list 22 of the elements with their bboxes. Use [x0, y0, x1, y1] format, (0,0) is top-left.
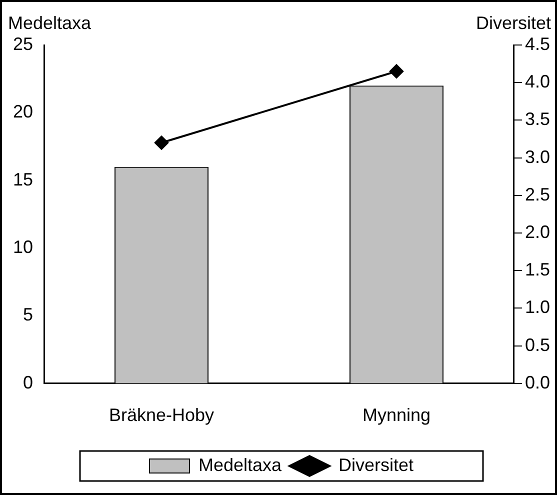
y2-tick-label: 1.5 — [524, 260, 550, 280]
y2-axis-title: Diversitet — [476, 12, 551, 33]
legend-label: Medeltaxa — [198, 454, 283, 475]
x-tick-label: Bräkne-Hoby — [108, 405, 214, 426]
y2-tick-label: 0.5 — [524, 334, 550, 355]
y-axis-title: Medeltaxa — [8, 12, 92, 33]
y2-tick-label: 0.0 — [524, 372, 550, 392]
y2-tick-label: 3.0 — [524, 146, 550, 167]
y2-tick-label: 2.0 — [524, 222, 550, 242]
y2-tick-label: 1.0 — [524, 297, 550, 318]
legend-label: Diversitet — [338, 454, 414, 475]
x-tick-label: Mynning — [362, 405, 431, 426]
y2-tick-label: 4.0 — [524, 72, 550, 92]
y-tick-label: 10 — [12, 237, 34, 258]
y-tick-label: 25 — [12, 34, 34, 54]
y2-tick-label: 3.5 — [524, 109, 550, 130]
y-tick-label: 0 — [23, 372, 34, 392]
y2-tick-label: 4.5 — [524, 34, 550, 54]
y-tick-label: 15 — [12, 169, 34, 190]
y2-tick-label: 2.5 — [524, 184, 550, 204]
y-tick-label: 5 — [23, 304, 34, 325]
y-tick-label: 20 — [12, 102, 34, 122]
